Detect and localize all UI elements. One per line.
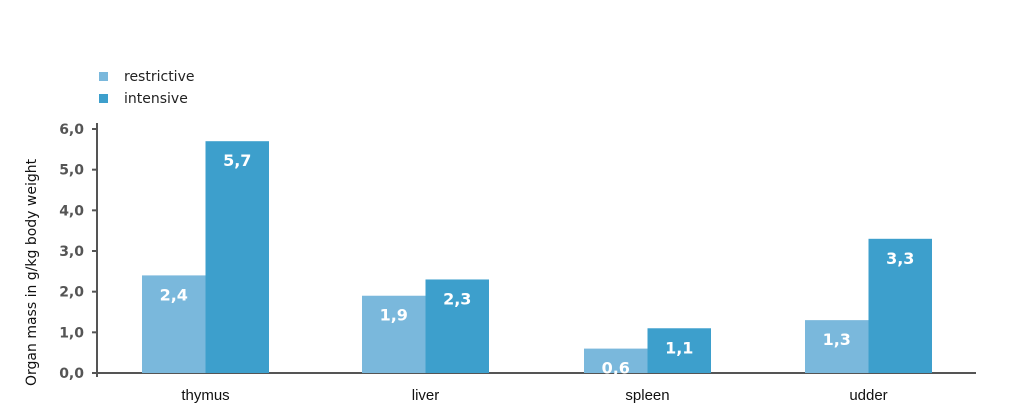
bar-liver-intensive [425,279,489,373]
x-tick-label-spleen: spleen [625,387,669,404]
y-axis-label: Organ mass in g/kg body weight [24,158,40,386]
bar-thymus-intensive [205,141,269,373]
bar-thymus-restrictive [142,275,206,373]
legend-swatch-intensive [99,94,108,103]
bar-udder-intensive [868,238,932,373]
y-tick-label: 5,0 [59,163,84,179]
y-tick-label: 0,0 [59,366,84,382]
x-tick-label-thymus: thymus [181,387,229,404]
legend-label-restrictive: restrictive [124,69,194,85]
data-label: 2,3 [443,289,471,308]
data-label: 3,3 [886,249,914,268]
data-label: 1,1 [665,338,693,357]
bar-udder-restrictive [805,320,869,373]
x-tick-label-udder: udder [849,387,887,404]
legend-swatch-restrictive [99,72,108,81]
y-tick-label: 1,0 [59,325,84,341]
bars: 2,4 5,7 1,9 2,3 0,6 1,1 1,3 3,3 [142,141,932,378]
data-label: 0,6 [602,359,630,378]
bar-spleen-intensive [647,328,711,373]
data-label: 1,9 [380,306,408,325]
x-tick-label-liver: liver [412,387,440,404]
data-label: 2,4 [160,285,188,304]
data-label: 5,7 [223,151,251,170]
x-axis-labels: thymus liver spleen udder [181,387,887,404]
bar-spleen-restrictive [584,348,648,373]
y-tick-label: 2,0 [59,285,84,301]
y-tick-label: 4,0 [59,203,84,219]
bar-liver-restrictive [362,295,426,373]
legend-label-intensive: intensive [124,91,188,107]
data-label: 1,3 [823,330,851,349]
y-tick-label: 3,0 [59,244,84,260]
y-tick-label: 6,0 [59,122,84,138]
legend: restrictive intensive [99,69,194,107]
